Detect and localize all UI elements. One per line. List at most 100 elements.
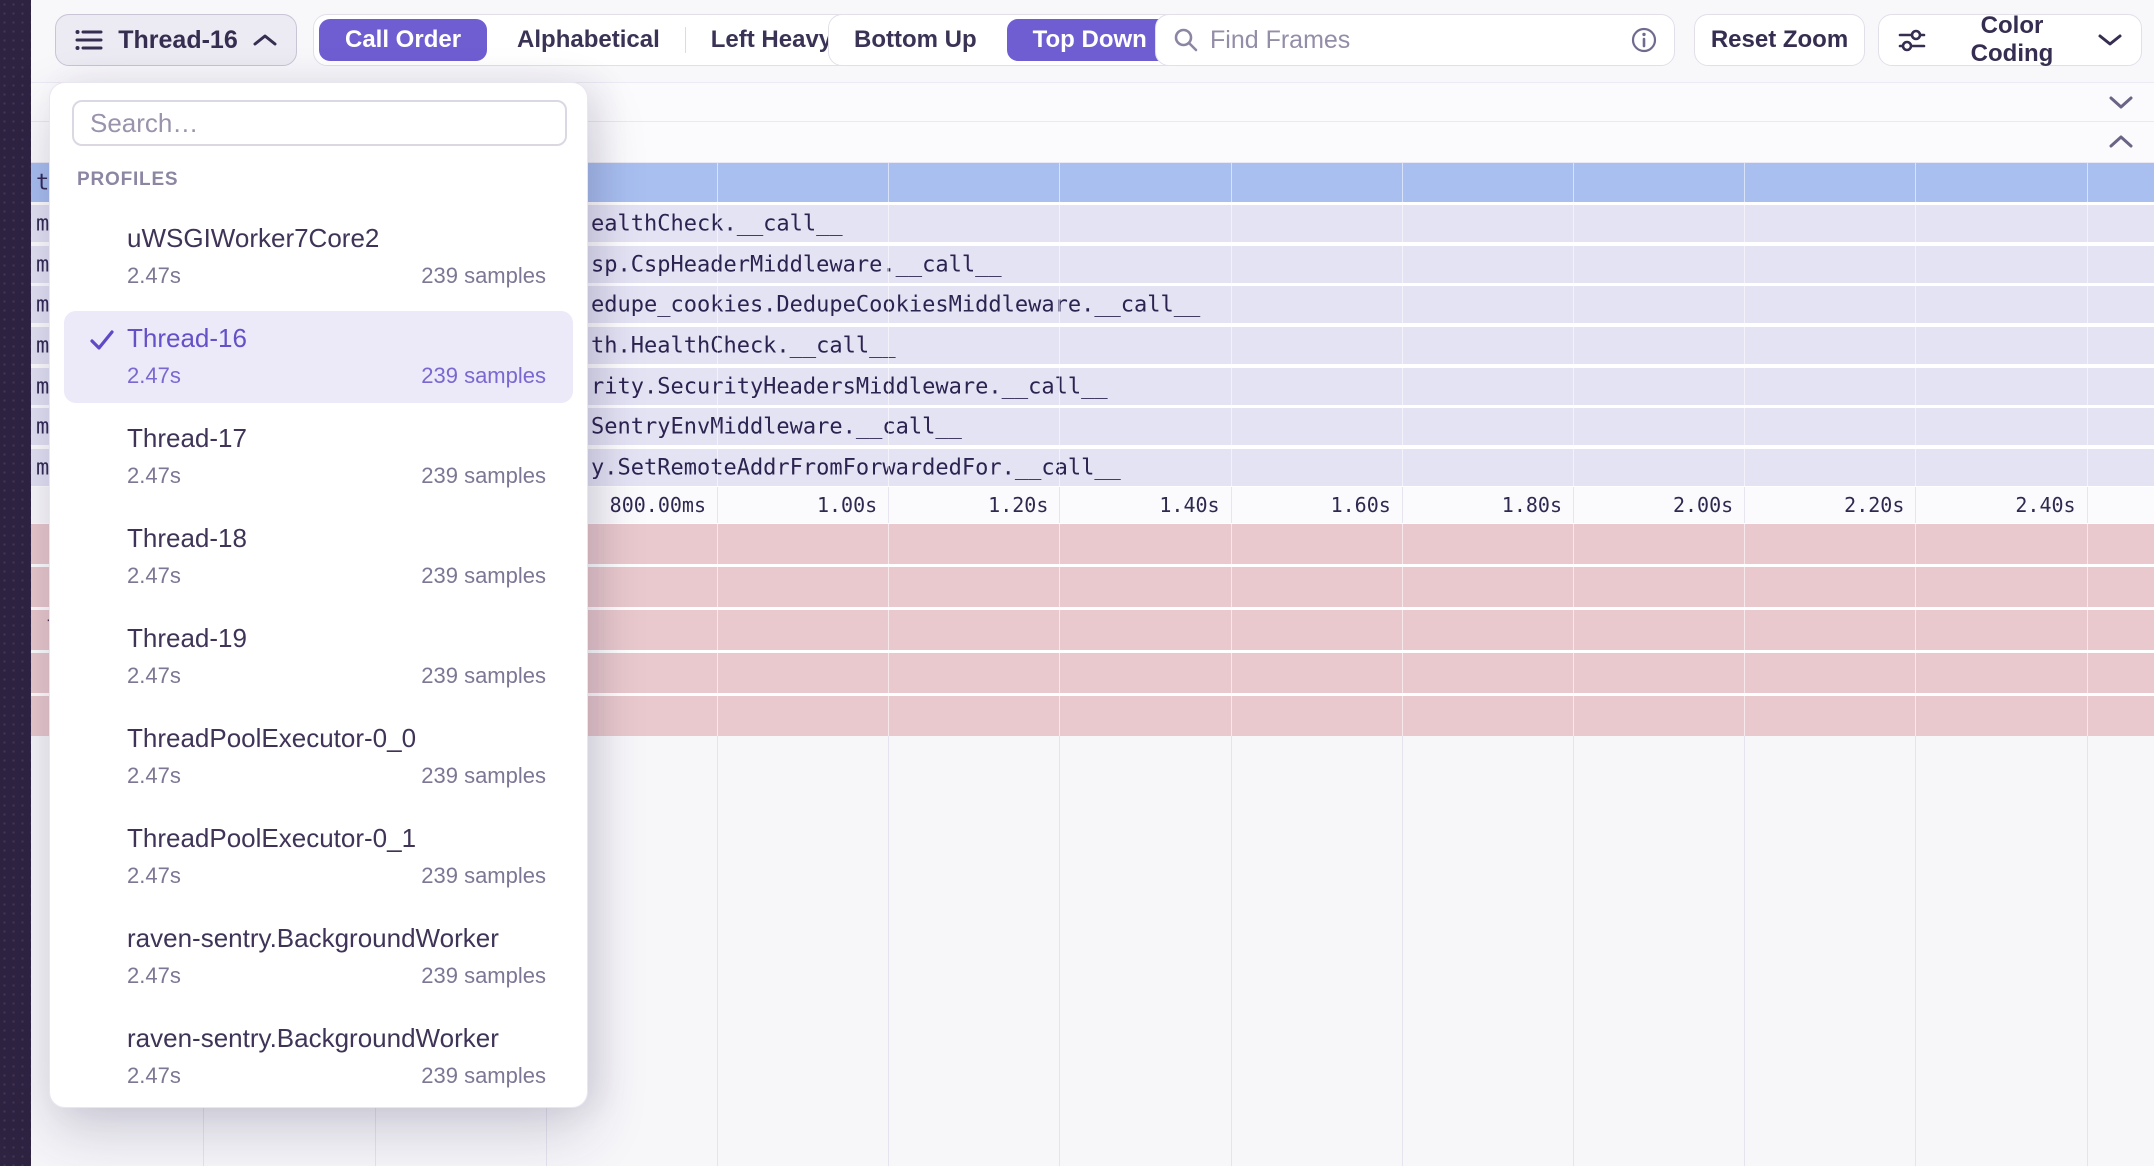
toolbar: Thread-16 Call OrderAlphabeticalLeft Hea… — [31, 0, 2154, 82]
grid-line — [1915, 523, 1916, 736]
frame-label-sliver: m — [36, 292, 49, 317]
chevron-down-icon — [2107, 93, 2135, 111]
chevron-down-icon — [2097, 32, 2123, 48]
frame-label: sp.CspHeaderMiddleware.__call__ — [591, 252, 1002, 277]
grid-line — [1059, 163, 1060, 487]
profile-duration: 2.47s — [127, 663, 181, 689]
profile-duration: 2.47s — [127, 263, 181, 289]
profile-duration: 2.47s — [127, 563, 181, 589]
grid-line — [2087, 163, 2088, 487]
profile-name: raven-sentry.BackgroundWorker — [127, 923, 499, 954]
grid-line — [2087, 487, 2088, 523]
grid-line — [888, 523, 889, 736]
grid-line — [1402, 736, 1403, 1166]
frame-label-sliver: t — [36, 170, 49, 195]
frame-label-sliver: m — [36, 252, 49, 277]
sort-order-toggle-group: Call OrderAlphabeticalLeft Heavy — [313, 14, 858, 66]
profile-name: Thread-18 — [127, 523, 247, 554]
grid-line — [717, 736, 718, 1166]
grid-line — [1231, 736, 1232, 1166]
profile-name: Thread-19 — [127, 623, 247, 654]
profile-list-item[interactable]: Thread-172.47s239 samples — [50, 411, 587, 507]
profile-duration: 2.47s — [127, 963, 181, 989]
grid-line — [1573, 736, 1574, 1166]
chevron-up-icon — [2107, 133, 2135, 151]
grid-line — [1915, 163, 1916, 487]
find-frames-search — [1155, 14, 1675, 66]
frame-label: edupe_cookies.DedupeCookiesMiddleware.__… — [591, 292, 1200, 317]
profile-samples: 239 samples — [421, 563, 546, 589]
sort-toggle-option-call-order[interactable]: Call Order — [319, 19, 487, 61]
reset-zoom-button[interactable]: Reset Zoom — [1694, 14, 1865, 66]
profile-list-item[interactable]: uWSGIWorker7Core2 2.47s 239 samples — [50, 211, 587, 307]
view-toggle-option-bottom-up[interactable]: Bottom Up — [829, 14, 1002, 66]
profile-list-item[interactable]: Thread-19 2.47s 239 samples — [50, 611, 587, 707]
frame-label-sliver: m — [36, 414, 49, 439]
profiles-search-input[interactable] — [72, 100, 567, 146]
profile-name: raven-sentry.BackgroundWorker — [127, 1023, 499, 1054]
thread-selector-label: Thread-16 — [118, 26, 237, 55]
axis-tick-label: 2.40s — [1856, 493, 2076, 517]
profile-samples: 239 samples — [421, 663, 546, 689]
profile-list-item[interactable]: Thread-18 2.47s 239 samples — [50, 511, 587, 607]
grid-line — [1744, 163, 1745, 487]
profile-name: ThreadPoolExecutor-0_0 — [127, 723, 416, 754]
profiler-app: tmealthCheck.__call__msp.CspHeaderMiddle… — [0, 0, 2154, 1166]
frame-label: rity.SecurityHeadersMiddleware.__call__ — [591, 374, 1108, 399]
sort-toggle-option-alphabetical[interactable]: Alphabetical — [492, 14, 685, 66]
grid-line — [2087, 523, 2088, 736]
find-frames-input[interactable] — [1210, 26, 1620, 55]
profiles-dropdown-panel: PROFILES uWSGIWorker7Core2 2.47s 239 sampl… — [49, 82, 588, 1108]
profile-samples: 239 samples — [421, 263, 546, 289]
chevron-up-icon — [252, 32, 278, 48]
list-icon — [74, 27, 104, 53]
frame-label: y.SetRemoteAddrFromForwardedFor.__call__ — [591, 455, 1121, 480]
grid-line — [1059, 523, 1060, 736]
grid-line — [888, 736, 889, 1166]
profile-name: Thread-16 — [127, 323, 247, 354]
frame-label-sliver: m — [36, 374, 49, 399]
profile-duration: 2.47s — [127, 1063, 181, 1089]
color-coding-label: Color Coding — [1939, 12, 2085, 68]
grid-line — [1231, 523, 1232, 736]
frame-label-sliver: m — [36, 455, 49, 480]
profile-list-item[interactable]: raven-sentry.BackgroundWorker 2.47s 239 sa… — [50, 911, 587, 1007]
grid-line — [717, 163, 718, 487]
view-toggle-option-top-down[interactable]: Top Down — [1007, 19, 1173, 61]
color-coding-button[interactable]: Color Coding — [1878, 14, 2142, 66]
profiles-section-label: PROFILES — [77, 169, 178, 191]
thread-selector-button[interactable]: Thread-16 — [55, 14, 297, 66]
sliders-icon — [1897, 26, 1927, 54]
grid-line — [1915, 736, 1916, 1166]
grid-line — [1402, 163, 1403, 487]
profile-samples: 239 samples — [421, 863, 546, 889]
checkmark-icon — [88, 327, 116, 353]
profile-list-item[interactable]: raven-sentry.BackgroundWorker 2.47s 239 sa… — [50, 1011, 587, 1107]
profile-duration: 2.47s — [127, 363, 181, 389]
collapse-minimap-button[interactable] — [2104, 87, 2138, 117]
collapse-flamegraph-button[interactable] — [2104, 127, 2138, 157]
frame-label: th.HealthCheck.__call__ — [591, 333, 896, 358]
profile-list-item[interactable]: ThreadPoolExecutor-0_02.47s239 samples — [50, 711, 587, 807]
grid-line — [1573, 523, 1574, 736]
profile-duration: 2.47s — [127, 463, 181, 489]
view-direction-toggle-group: Bottom UpTop Down — [828, 14, 1179, 66]
grid-line — [1744, 523, 1745, 736]
left-sidebar-strip — [0, 0, 31, 1166]
profile-duration: 2.47s — [127, 763, 181, 789]
search-icon — [1172, 26, 1200, 54]
profile-list-item[interactable]: ThreadPoolExecutor-0_12.47s239 samples — [50, 811, 587, 907]
profile-samples: 239 samples — [421, 963, 546, 989]
grid-line — [2087, 736, 2088, 1166]
frame-label-sliver: m — [36, 333, 49, 358]
profile-name: Thread-17 — [127, 423, 247, 454]
profile-samples: 239 samples — [421, 1063, 546, 1089]
profile-name: uWSGIWorker7Core2 — [127, 223, 379, 254]
profile-list-item[interactable]: Thread-162.47s239 samples — [50, 311, 587, 407]
grid-line — [1573, 163, 1574, 487]
info-icon[interactable] — [1630, 26, 1658, 54]
grid-line — [1231, 163, 1232, 487]
frame-label: SentryEnvMiddleware.__call__ — [591, 414, 962, 439]
frame-label-sliver: m — [36, 211, 49, 236]
grid-line — [888, 163, 889, 487]
